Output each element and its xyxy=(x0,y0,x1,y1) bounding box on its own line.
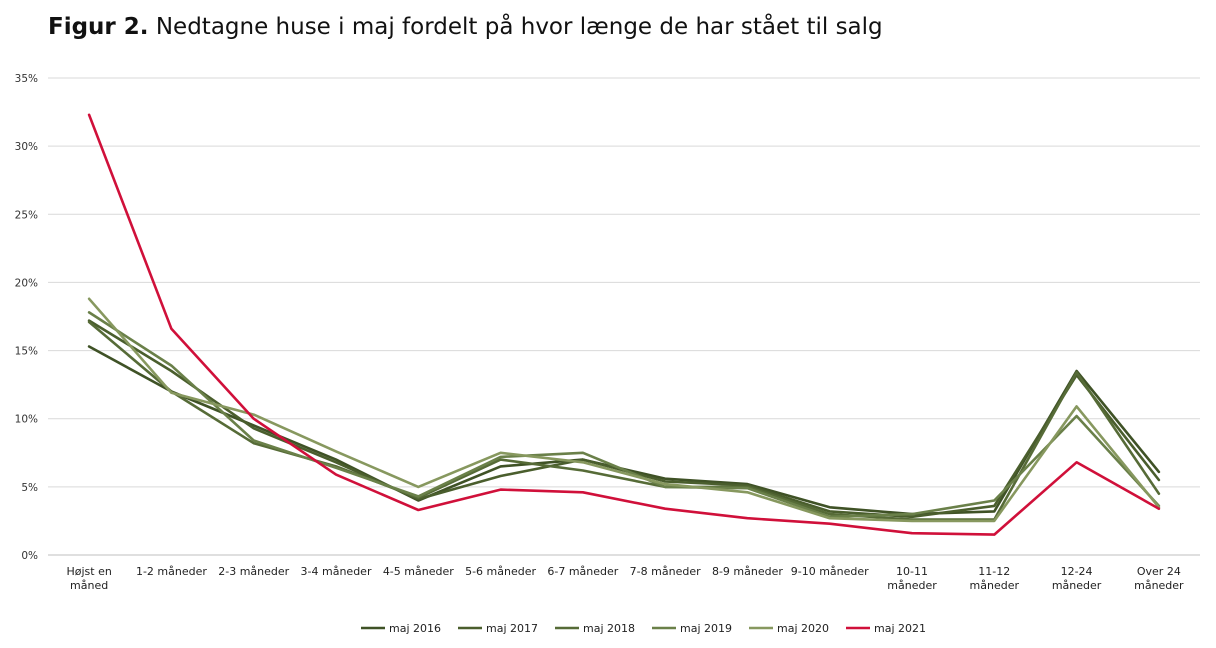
chart-title: Figur 2. Nedtagne huse i maj fordelt på … xyxy=(48,14,883,40)
x-tick-label: 1-2 måneder xyxy=(136,565,207,578)
x-tick-label: 10-11 måneder xyxy=(887,565,937,592)
legend: maj 2016 maj 2017 maj 2018 maj 2019 maj 2020… xyxy=(361,622,926,635)
y-tick-label: 5% xyxy=(21,482,38,494)
legend-label: maj 2019 xyxy=(680,622,732,635)
x-tick-label: 2-3 måneder xyxy=(218,565,289,578)
x-tick-label: 11-12 måneder xyxy=(970,565,1020,592)
x-tick-label: Højst en måned xyxy=(66,565,111,592)
legend-label: maj 2020 xyxy=(777,622,829,635)
y-tick-label: 30% xyxy=(15,141,38,153)
figure-caption: Nedtagne huse i maj fordelt på hvor læng… xyxy=(155,14,883,40)
x-tick-label: 6-7 måneder xyxy=(547,565,618,578)
y-tick-label: 20% xyxy=(15,277,38,289)
legend-item: maj 2019 xyxy=(652,622,732,635)
x-tick-label: 9-10 måneder xyxy=(791,565,869,578)
x-tick-label: 5-6 måneder xyxy=(465,565,536,578)
gridlines xyxy=(48,77,1200,556)
y-tick-label: 25% xyxy=(15,209,38,221)
legend-label: maj 2016 xyxy=(389,622,441,635)
legend-item: maj 2018 xyxy=(555,622,635,635)
x-tick-label: 12-24 måneder xyxy=(1052,565,1102,592)
legend-item: maj 2016 xyxy=(361,622,441,635)
y-tick-label: 15% xyxy=(15,346,38,358)
legend-label: maj 2017 xyxy=(486,622,538,635)
x-tick-label: 4-5 måneder xyxy=(383,565,454,578)
series-line-maj-2021 xyxy=(87,113,1161,536)
y-axis: 0% 5% 10% 15% 20% 25% 30% 35% xyxy=(15,73,38,562)
legend-item: maj 2020 xyxy=(749,622,829,635)
series-line-maj-2016 xyxy=(87,345,1161,516)
x-tick-label: Over 24 måneder xyxy=(1134,565,1184,592)
series-lines xyxy=(87,113,1161,536)
x-tick-label: 8-9 måneder xyxy=(712,565,783,578)
legend-item: maj 2021 xyxy=(846,622,926,635)
legend-label: maj 2018 xyxy=(583,622,635,635)
figure-number: Figur 2. xyxy=(48,14,149,40)
series-line-maj-2020 xyxy=(87,297,1161,523)
legend-item: maj 2017 xyxy=(458,622,538,635)
y-tick-label: 10% xyxy=(15,414,38,426)
legend-label: maj 2021 xyxy=(874,622,926,635)
x-tick-label: 7-8 måneder xyxy=(630,565,701,578)
x-axis: Højst en måned 1-2 måneder 2-3 måneder 3-4 m… xyxy=(48,554,1200,592)
x-tick-label: 3-4 måneder xyxy=(301,565,372,578)
y-tick-label: 0% xyxy=(21,550,38,562)
series-line-maj-2018 xyxy=(87,320,1161,521)
y-tick-label: 35% xyxy=(15,73,38,85)
series-line-maj-2019 xyxy=(87,311,1161,519)
